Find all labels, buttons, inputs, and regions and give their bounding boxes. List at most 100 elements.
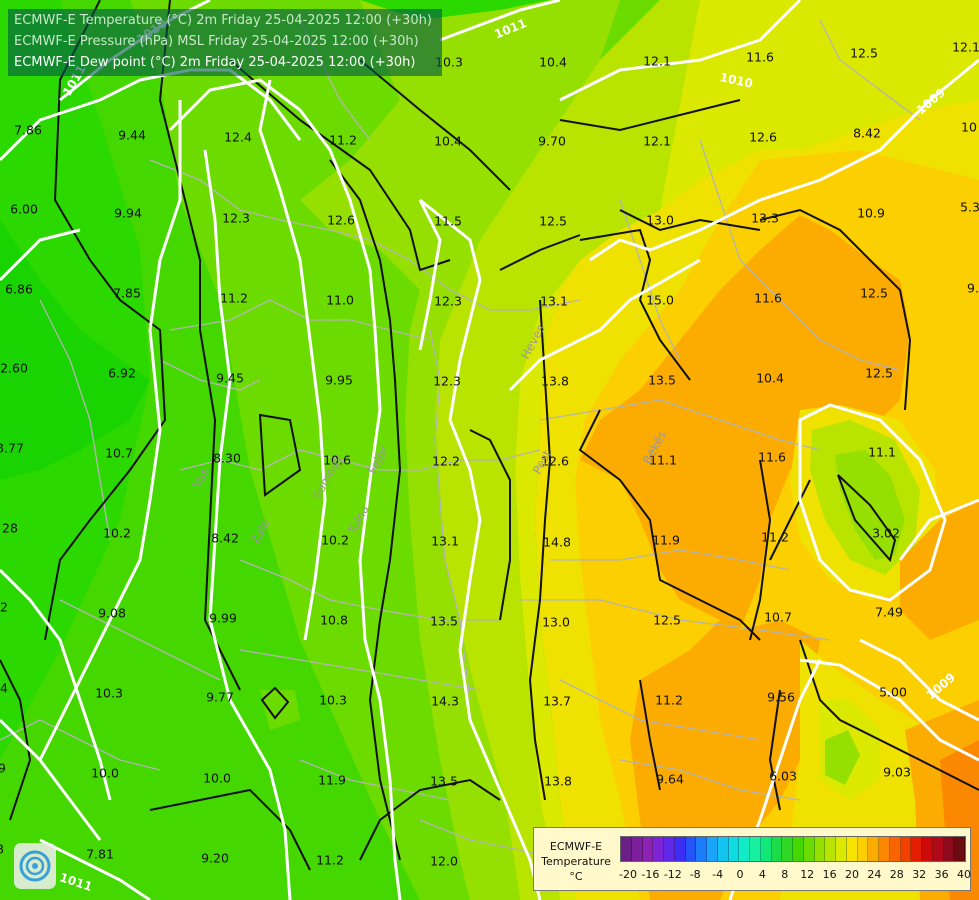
border-5 [539, 399, 821, 451]
dewpoint-value: 9.77 [206, 689, 234, 705]
isobar-2 [168, 78, 402, 900]
dewpoint-value: 10.9 [857, 205, 885, 221]
shading-area-1 [0, 0, 420, 900]
dewpoint-value: 28 [2, 520, 18, 536]
border-11 [0, 719, 161, 771]
legend-tick: 36 [934, 868, 949, 881]
color-scale-legend: ECMWF-E Temperature °C -20 -16 -12 -8 -4 0 4 8 1… [533, 827, 971, 891]
legend-tick: -20 [619, 868, 637, 881]
legend-swatch [932, 837, 944, 861]
title-pressure: ECMWF-E Pressure (hPa) MSL Friday 25-04-… [14, 34, 419, 49]
dewpoint-value: 8.42 [853, 125, 881, 141]
dewpoint-value: 10.6 [323, 452, 351, 468]
legend-swatch [728, 837, 740, 861]
isobar-14 [898, 498, 979, 561]
dewpoint-value: 11.2 [761, 529, 789, 545]
dewpoint-value: 10.0 [203, 770, 231, 786]
isobar-7 [439, 0, 561, 42]
isobar-18 [0, 568, 112, 801]
dewpoint-value: 10.4 [434, 133, 462, 149]
isotherm-2 [359, 59, 511, 191]
dewpoint-value: 12.6 [327, 212, 355, 228]
shading-area-6 [515, 0, 979, 900]
legend-swatch [707, 837, 718, 861]
dewpoint-value: 10.3 [319, 692, 347, 708]
dewpoint-value: 6.03 [769, 768, 797, 784]
isobar-12 [508, 258, 701, 392]
dewpoint-value: 9.20 [201, 850, 229, 866]
isobar-19 [0, 718, 102, 841]
legend-swatch [631, 837, 643, 861]
shading-area-16 [900, 500, 979, 640]
border-8 [239, 559, 500, 621]
isotherm-5 [258, 413, 302, 497]
legend-tick: 4 [758, 868, 766, 881]
dewpoint-value: 12.6 [541, 453, 569, 469]
dewpoint-value: 11.9 [318, 772, 346, 788]
shading-area-2 [0, 220, 150, 480]
dewpoint-value: 12.5 [653, 612, 681, 628]
isotherm-22 [149, 788, 311, 871]
legend-swatch [868, 837, 879, 861]
dewpoint-value: 7.85 [113, 285, 141, 301]
dewpoint-value: 12.3 [434, 293, 462, 309]
dewpoint-value: 11.5 [434, 213, 462, 229]
dewpoint-value: 12.1 [643, 133, 671, 149]
isotherm-11 [759, 208, 912, 411]
dewpoint-value: 11.1 [868, 444, 896, 460]
dewpoint-value: 11.6 [758, 449, 786, 465]
isobar-3 [258, 79, 327, 641]
dewpoint-value: 5.3 [960, 199, 979, 215]
dewpoint-value: 10.8 [320, 612, 348, 628]
legend-tick: 0 [736, 868, 744, 881]
legend-swatch [879, 837, 890, 861]
admin-borders [0, 19, 921, 861]
dewpoint-value: 7.49 [875, 604, 903, 620]
isobar-13 [798, 403, 947, 602]
isotherm-8 [559, 99, 741, 132]
dewpoint-value: 6.00 [10, 201, 38, 217]
legend-swatch [911, 837, 922, 861]
dewpoint-value: 2.60 [0, 360, 28, 376]
legend-tick: 28 [889, 868, 904, 881]
dewpoint-value: 12.6 [749, 129, 777, 145]
border-16 [819, 19, 921, 121]
legend-tick: 32 [912, 868, 927, 881]
dewpoint-value: 13.0 [542, 614, 570, 630]
dewpoint-value: 14.8 [543, 534, 571, 550]
border-14 [699, 139, 901, 371]
dewpoint-value: 10.7 [105, 445, 133, 461]
dewpoint-value: 9.56 [767, 689, 795, 705]
isotherm-6 [260, 686, 290, 720]
dewpoint-value: 12.5 [539, 213, 567, 229]
dewpoint-value: 10.2 [103, 525, 131, 541]
isobar-6 [0, 228, 81, 282]
isobar-9 [418, 199, 442, 351]
legend-swatch [900, 837, 912, 861]
dewpoint-value: 13.5 [430, 613, 458, 629]
legend-swatch [750, 837, 761, 861]
shading-area-4 [300, 0, 620, 900]
dewpoint-value: 6.92 [108, 365, 136, 381]
legend-tick: 8 [781, 868, 789, 881]
isotherm-16 [749, 459, 772, 641]
dewpoint-value: 4 [0, 680, 8, 696]
dewpoint-value: 6.86 [5, 281, 33, 297]
isotherm-12 [579, 228, 691, 381]
legend-tick: 40 [957, 868, 971, 881]
dewpoint-value: 11.0 [326, 292, 354, 308]
isotherm-17 [799, 639, 979, 791]
dewpoint-value: 9. [967, 280, 979, 296]
border-10 [59, 599, 221, 681]
dewpoint-value: 11.9 [652, 532, 680, 548]
legend-swatch [621, 837, 632, 861]
dewpoint-value: 12.4 [224, 129, 252, 145]
isotherm-1 [158, 0, 241, 691]
dewpoint-value: 10 [961, 119, 977, 135]
dewpoint-value: 10.2 [321, 532, 349, 548]
isobar-15 [799, 658, 979, 762]
border-7 [520, 599, 831, 641]
dewpoint-value: 9.95 [325, 372, 353, 388]
legend-swatch [696, 837, 707, 861]
